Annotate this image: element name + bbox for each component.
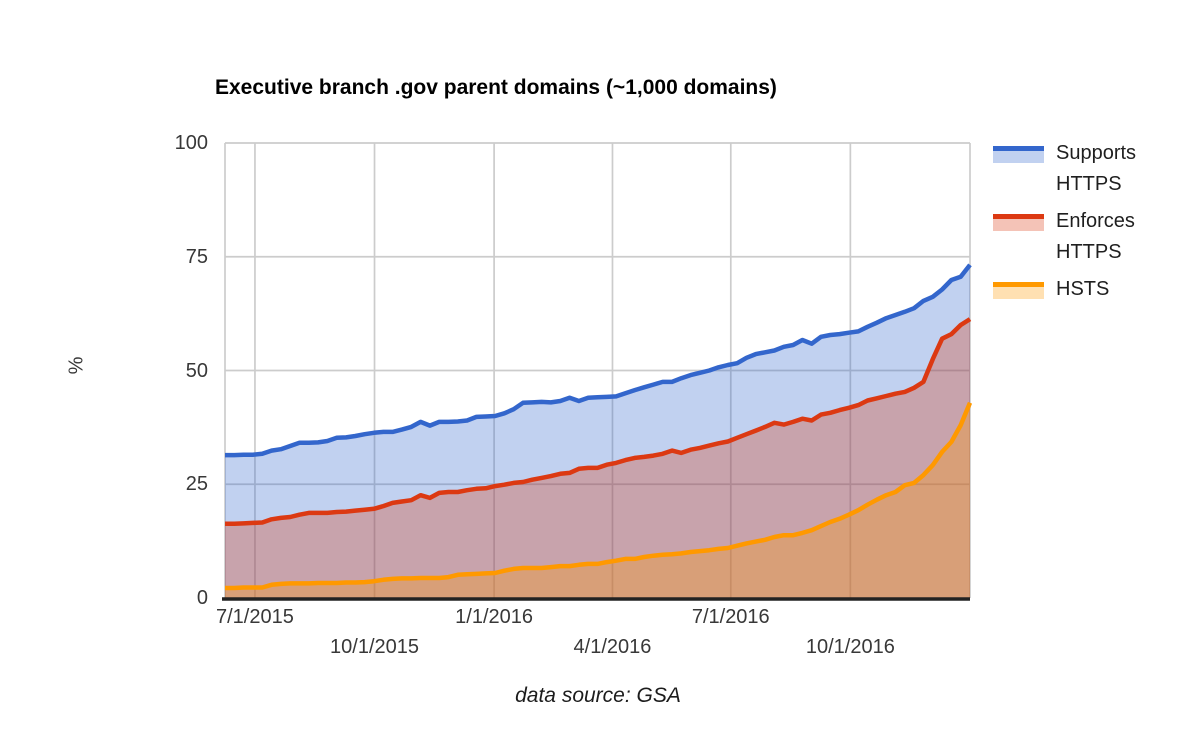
series-line-0 [225, 263, 972, 458]
legend-label: Supports HTTPS [1056, 142, 1137, 195]
caption: data source: GSA [515, 684, 681, 707]
y-tick-label: 0 [196, 587, 208, 609]
y-axis-label: % [65, 356, 88, 375]
legend-swatch-fill [993, 219, 1044, 231]
x-tick-label: 4/1/2016 [573, 636, 652, 658]
x-tick-label: 10/1/2016 [805, 636, 895, 658]
x-tick-label: 1/1/2016 [455, 606, 534, 628]
x-tick-label: 10/1/2015 [330, 636, 419, 658]
series-area-1 [225, 319, 970, 598]
x-tick-label: 7/1/2015 [216, 606, 294, 628]
series-area-2 [225, 402, 970, 598]
legend-label: HSTS [1056, 278, 1110, 300]
series-line-1 [225, 317, 972, 527]
legend-swatch-line [993, 282, 1044, 287]
y-tick-label: 100 [174, 132, 208, 154]
legend-swatch [993, 282, 1044, 305]
legend-swatch-line [993, 146, 1044, 151]
legend-swatch-fill [993, 287, 1044, 299]
legend-swatch-line [993, 214, 1044, 219]
legend-swatch-fill [993, 151, 1044, 163]
legend-entry-enforces-https: Enforces HTTPS [993, 206, 1170, 268]
legend-swatch [993, 214, 1044, 268]
y-tick-label: 75 [185, 245, 208, 268]
y-tick-label: 50 [185, 359, 208, 382]
legend-label: Enforces HTTPS [1056, 210, 1135, 263]
chart-title: Executive branch .gov parent domains (~1… [215, 76, 777, 99]
y-tick-label: 25 [185, 473, 208, 496]
x-tick-label: 7/1/2016 [691, 606, 770, 628]
series-line-2 [225, 401, 973, 591]
legend-swatch [993, 146, 1044, 200]
legend-entry-hsts: HSTS [993, 274, 1170, 305]
legend-entry-supports-https: Supports HTTPS [993, 138, 1170, 200]
